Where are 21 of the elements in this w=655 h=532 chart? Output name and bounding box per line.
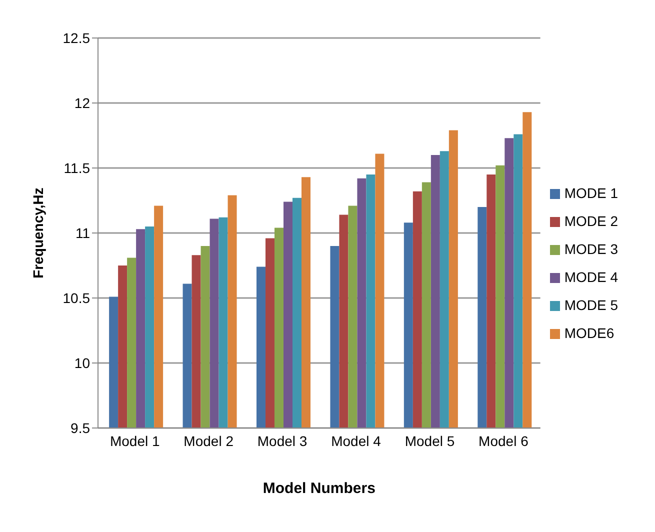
- legend-label: MODE 1: [564, 185, 618, 201]
- legend-label: MODE 5: [564, 297, 618, 313]
- y-tick-label: 9.5: [70, 420, 90, 436]
- x-tick-label: Model 2: [184, 432, 234, 449]
- y-tick-label: 12.5: [62, 30, 90, 46]
- y-axis-title: Frequency,Hz: [30, 188, 46, 278]
- x-tick-label: Model 6: [478, 432, 529, 449]
- x-tick-label: Model 4: [331, 432, 382, 449]
- x-tick-label: Model 5: [404, 432, 455, 449]
- y-tick-label: 11: [75, 224, 90, 241]
- y-tick-label: 11.5: [64, 160, 90, 176]
- y-tick-label: 10.5: [62, 290, 90, 306]
- legend-label: MODE 4: [564, 269, 618, 285]
- x-axis-title: Model Numbers: [262, 480, 376, 497]
- x-tick-label: Model 1: [110, 432, 160, 449]
- y-tick-label: 12: [74, 94, 90, 111]
- legend-label: MODE 3: [564, 241, 618, 257]
- x-tick-label: Model 3: [257, 432, 308, 449]
- y-tick-label: 10: [74, 354, 90, 371]
- legend-label: MODE 2: [564, 213, 618, 229]
- legend-label: MODE6: [564, 325, 614, 341]
